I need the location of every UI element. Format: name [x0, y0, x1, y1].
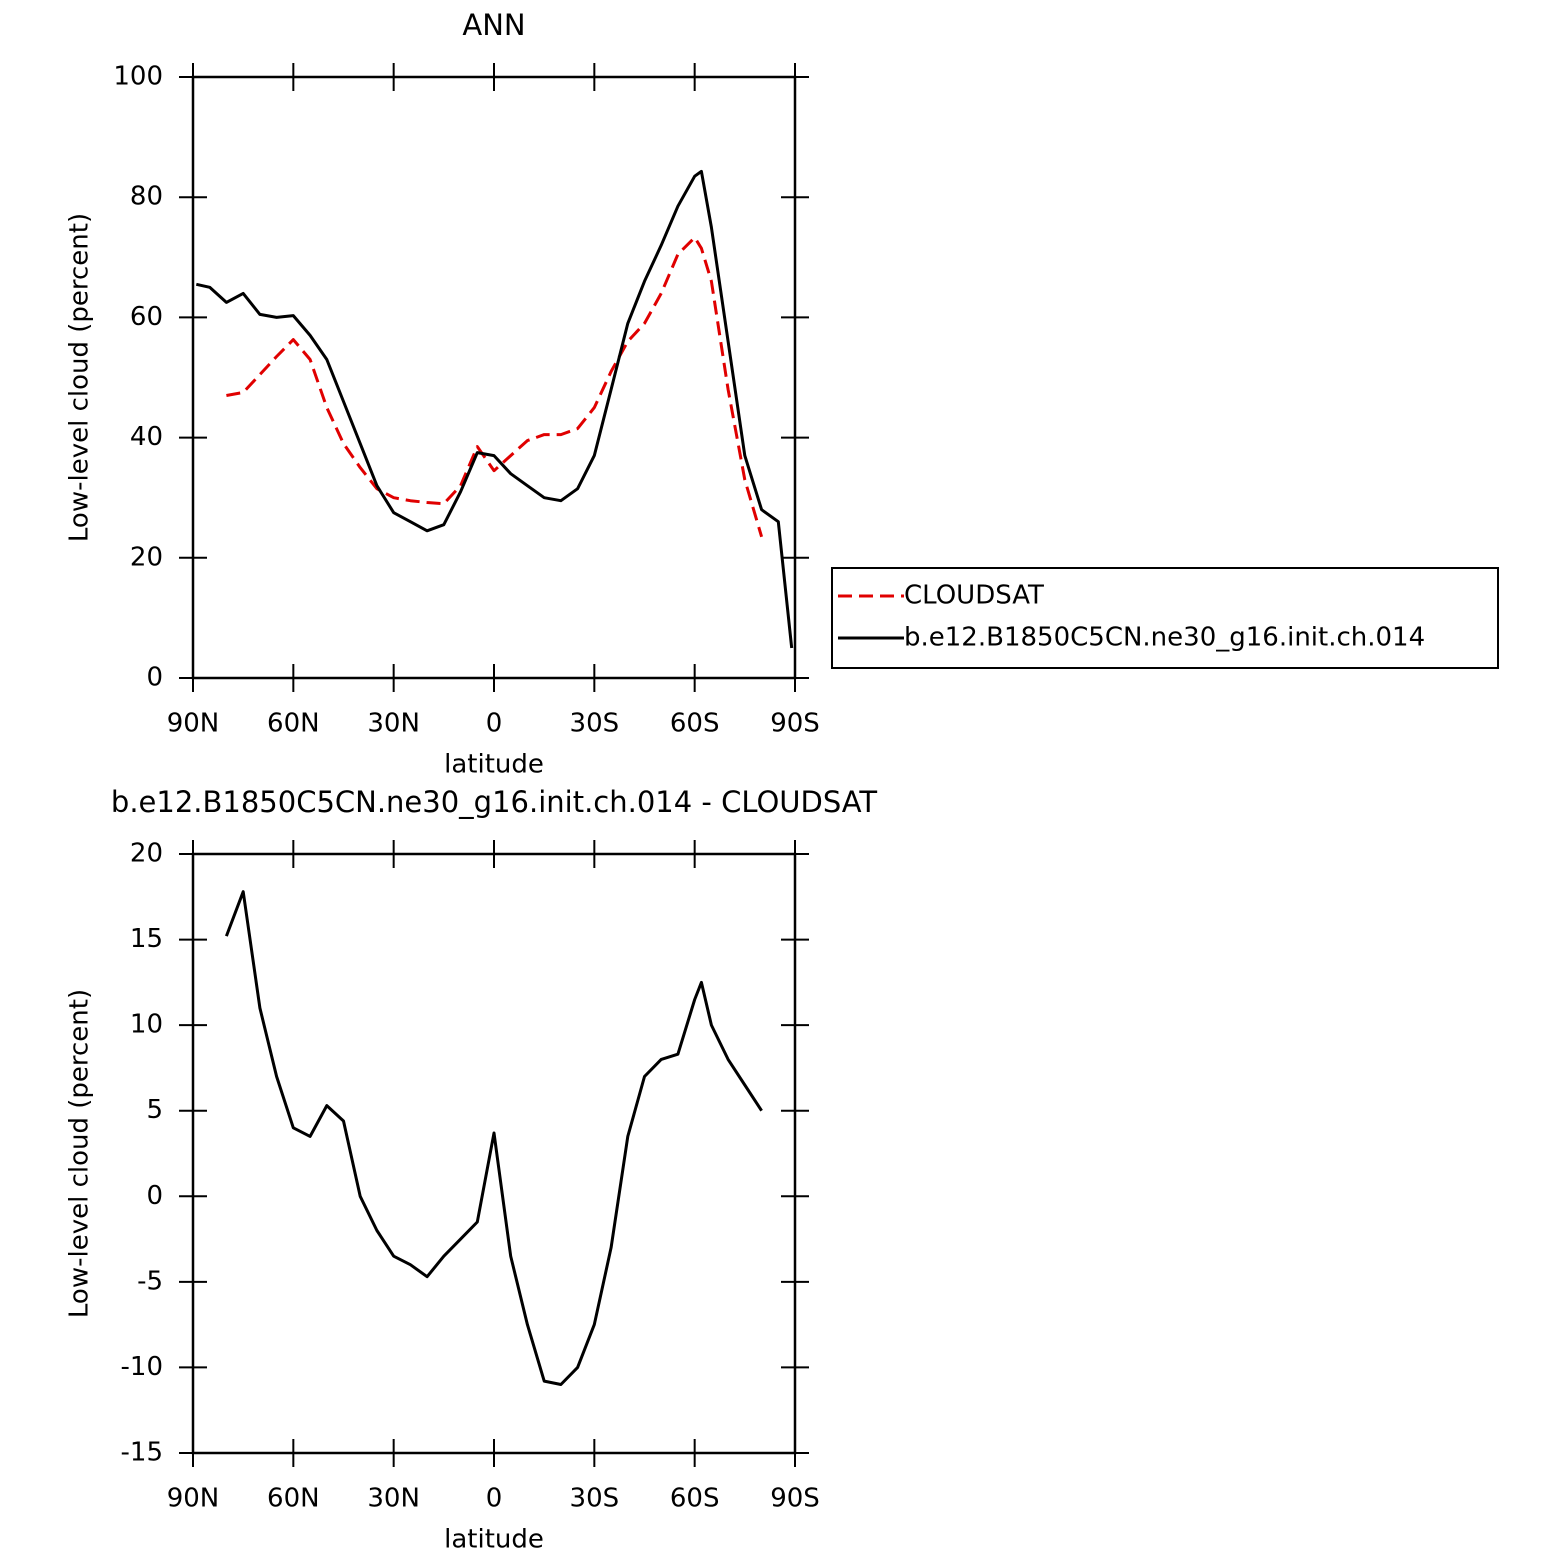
x-tick-label: 30S [570, 1484, 620, 1514]
x-axis-label: latitude [444, 750, 544, 780]
y-tick-label: 0 [146, 663, 163, 693]
x-tick-label: 0 [486, 709, 503, 739]
x-tick-label: 60S [670, 709, 720, 739]
x-tick-label: 60S [670, 1484, 720, 1514]
y-tick-label: 40 [130, 422, 163, 452]
y-tick-label: 60 [130, 302, 163, 332]
y-tick-label: 10 [130, 1010, 163, 1040]
x-tick-label: 60N [267, 709, 320, 739]
series-line [224, 890, 763, 1386]
y-axis-label: Low-level cloud (percent) [65, 213, 95, 542]
y-axis-label: Low-level cloud (percent) [65, 989, 95, 1318]
chart-title: b.e12.B1850C5CN.ne30_g16.init.ch.014 - C… [111, 785, 877, 819]
x-tick-label: 30N [367, 709, 420, 739]
x-tick-label: 0 [486, 1484, 503, 1514]
legend-label: CLOUDSAT [904, 581, 1044, 611]
x-tick-label: 90N [167, 1484, 220, 1514]
x-tick-label: 90N [167, 709, 220, 739]
plot-frame [191, 75, 797, 680]
x-tick-label: 90S [770, 1484, 820, 1514]
series-line [195, 169, 794, 649]
y-tick-label: 20 [130, 542, 163, 572]
y-tick-label: 15 [130, 924, 163, 954]
y-tick-label: 20 [130, 839, 163, 869]
series-line [226, 236, 764, 538]
x-tick-label: 30N [367, 1484, 420, 1514]
x-tick-label: 60N [267, 1484, 320, 1514]
legend-box [831, 567, 1499, 669]
y-tick-label: -5 [137, 1266, 163, 1296]
y-tick-label: -15 [121, 1438, 163, 1468]
x-tick-label: 30S [570, 709, 620, 739]
x-tick-label: 90S [770, 709, 820, 739]
y-tick-label: 100 [113, 62, 163, 92]
x-axis-label: latitude [444, 1525, 544, 1555]
y-tick-label: 5 [146, 1095, 163, 1125]
legend-label: b.e12.B1850C5CN.ne30_g16.init.ch.014 [904, 623, 1425, 653]
plot-frame [191, 852, 797, 1455]
chart-title: ANN [462, 8, 525, 42]
y-tick-label: 0 [146, 1181, 163, 1211]
y-tick-label: 80 [130, 182, 163, 212]
y-tick-label: -10 [121, 1352, 163, 1382]
